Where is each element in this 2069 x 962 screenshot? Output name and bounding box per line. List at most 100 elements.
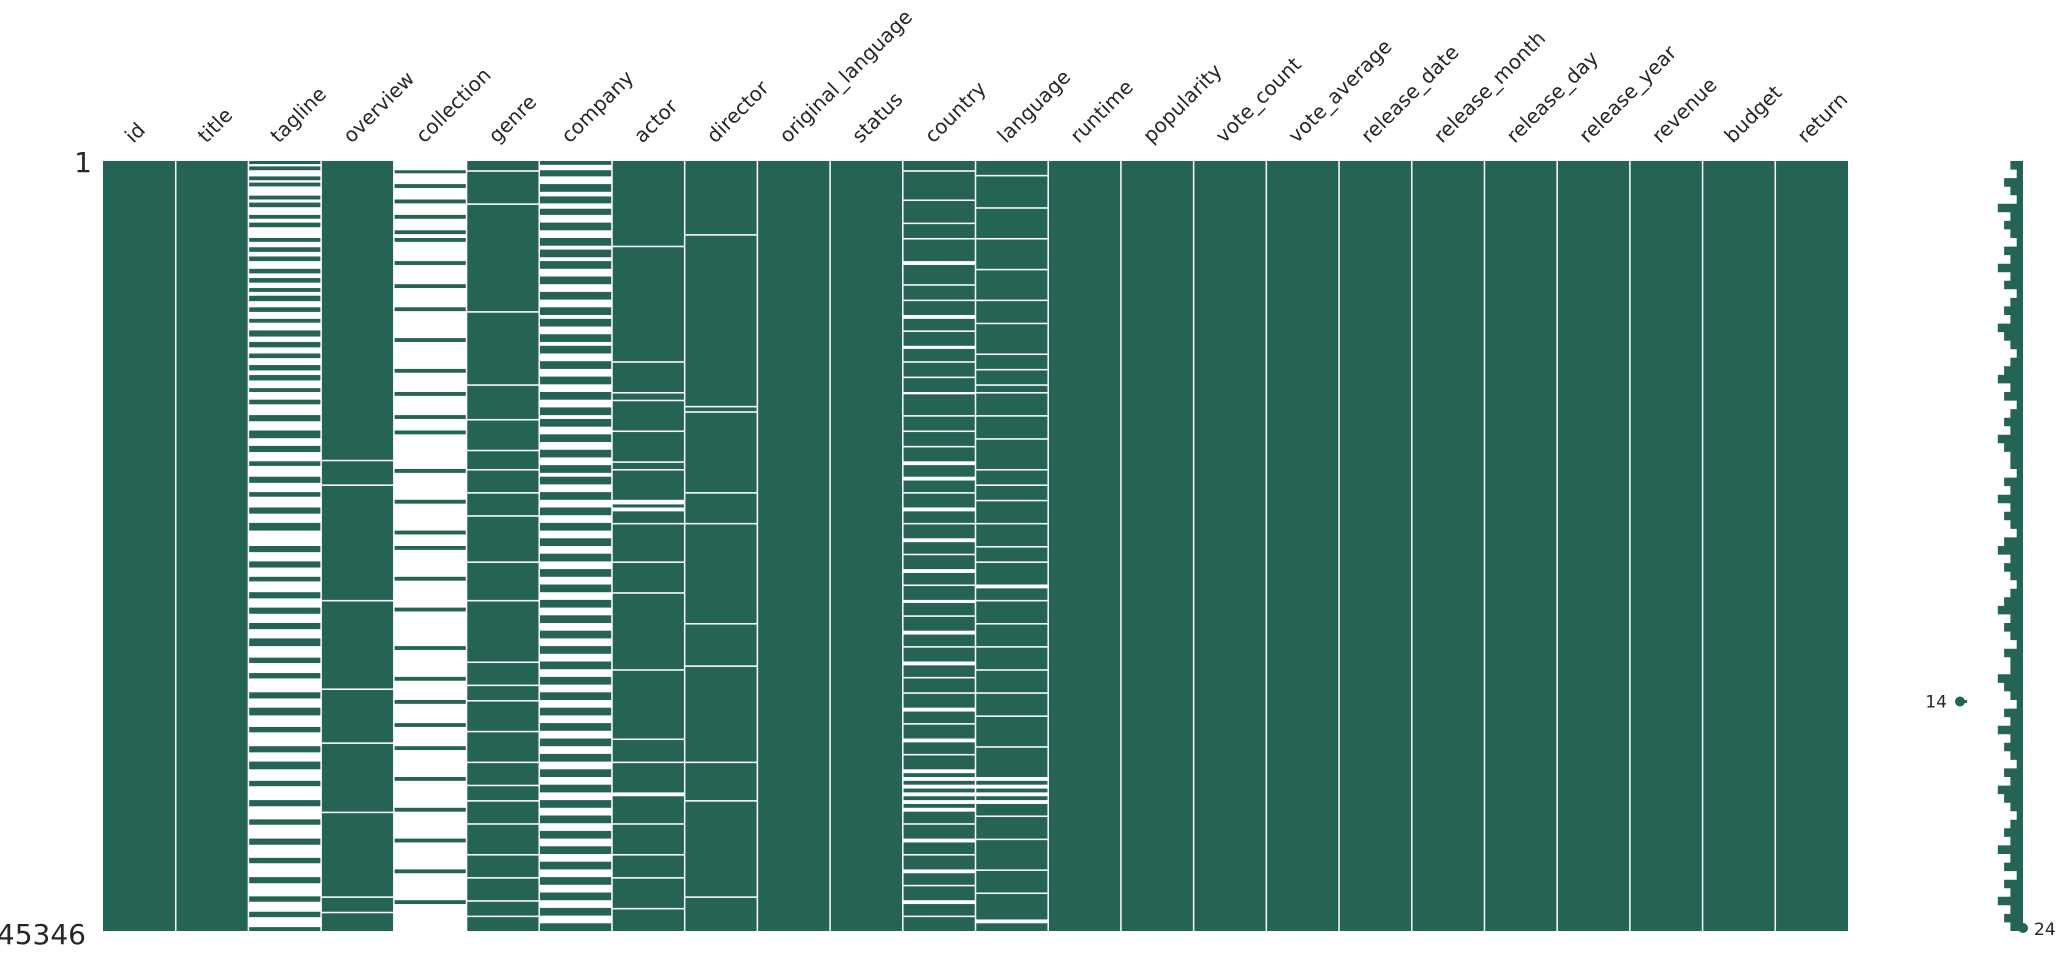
missing-segment <box>539 299 612 308</box>
missing-segment <box>684 800 758 802</box>
column-bar <box>321 161 394 931</box>
column-label: budget <box>1719 80 1786 147</box>
missing-segment <box>539 592 612 600</box>
column-label: original_language <box>774 5 917 148</box>
missing-segment <box>975 268 1049 271</box>
missing-segment <box>248 291 322 296</box>
column-bar <box>757 161 831 931</box>
missing-segment <box>611 738 685 741</box>
missing-segment <box>975 322 1049 325</box>
missing-segment <box>684 405 758 408</box>
column-genre <box>466 161 540 931</box>
missing-segment <box>539 623 612 631</box>
missing-segment <box>611 669 685 671</box>
missing-segment <box>902 692 976 694</box>
missing-segment <box>393 534 467 546</box>
column-revenue <box>1629 161 1703 931</box>
missing-segment <box>539 245 612 250</box>
missing-segment <box>539 561 612 570</box>
missing-segment <box>393 187 467 200</box>
missing-segment <box>539 214 612 223</box>
missing-segment <box>902 630 976 635</box>
missing-segment <box>248 438 322 446</box>
missing-segment <box>975 238 1049 240</box>
missing-segment <box>539 315 612 319</box>
missing-segment <box>321 742 394 744</box>
column-label: id <box>120 118 150 148</box>
missing-segment <box>393 750 467 777</box>
missing-segment <box>684 492 758 494</box>
missing-segment <box>975 484 1049 486</box>
missing-segment <box>902 361 976 363</box>
missing-segment <box>902 538 976 543</box>
column-release-year <box>1557 161 1630 931</box>
column-bar <box>1193 161 1267 931</box>
missing-segment <box>393 580 467 608</box>
missing-segment <box>539 515 612 523</box>
missing-segment <box>466 661 540 664</box>
missing-segment <box>248 336 322 342</box>
column-label: director <box>702 75 774 147</box>
missing-segment <box>466 915 540 918</box>
missing-segment <box>248 844 322 858</box>
missing-segment <box>466 561 540 563</box>
row-label-bottom: 45346 <box>0 918 86 951</box>
column-label: overview <box>338 66 419 147</box>
column-director <box>684 161 758 931</box>
missing-segment <box>466 730 540 733</box>
column-id <box>103 161 176 931</box>
missing-segment <box>902 330 976 332</box>
missing-segment <box>975 392 1049 394</box>
missing-segment <box>248 301 322 308</box>
missing-segment <box>902 784 976 789</box>
missing-segment <box>393 434 467 469</box>
missing-segment <box>902 315 976 319</box>
missing-segment <box>393 649 467 677</box>
missing-segment <box>393 780 467 808</box>
missing-segment <box>902 869 976 874</box>
missing-segment <box>466 761 540 764</box>
missing-segment <box>539 203 612 209</box>
missing-segment <box>611 877 685 879</box>
missing-segment <box>248 698 322 708</box>
missing-segment <box>539 442 612 450</box>
missing-segment <box>611 361 685 363</box>
missing-segment <box>539 730 612 739</box>
missing-segment <box>248 513 322 523</box>
missing-segment <box>466 203 540 205</box>
missing-segment <box>975 919 1049 924</box>
missing-segment <box>248 218 322 223</box>
missing-segment <box>393 503 467 531</box>
column-bar <box>1775 161 1848 931</box>
missing-segment <box>539 653 612 662</box>
column-label: tagline <box>265 82 331 148</box>
missing-segment <box>902 392 976 395</box>
missing-segment <box>611 854 685 856</box>
missing-segment <box>902 599 976 603</box>
missing-segment <box>975 838 1049 841</box>
missing-segment <box>539 164 612 171</box>
missing-segment <box>539 230 612 238</box>
missing-segment <box>466 384 540 386</box>
sparkline-max-label: 24 <box>2034 920 2056 940</box>
missing-segment <box>248 180 322 183</box>
missing-segment <box>248 273 322 279</box>
sparkline: 14 24 <box>1925 161 2056 940</box>
missing-segment <box>611 461 685 463</box>
column-bar <box>1702 161 1776 931</box>
missing-segment <box>248 421 322 431</box>
missing-segment <box>975 692 1049 694</box>
missing-segment <box>393 811 467 839</box>
column-actor <box>611 161 685 931</box>
missing-segment <box>248 552 322 562</box>
missing-segment <box>975 561 1049 563</box>
missing-segment <box>975 599 1049 602</box>
missing-segment <box>902 199 976 202</box>
column-bar <box>1048 161 1121 931</box>
missing-segment <box>539 869 612 878</box>
column-bar <box>1339 161 1412 931</box>
missing-segment <box>902 376 976 379</box>
missing-segment <box>902 777 976 781</box>
missing-segment <box>248 465 322 477</box>
